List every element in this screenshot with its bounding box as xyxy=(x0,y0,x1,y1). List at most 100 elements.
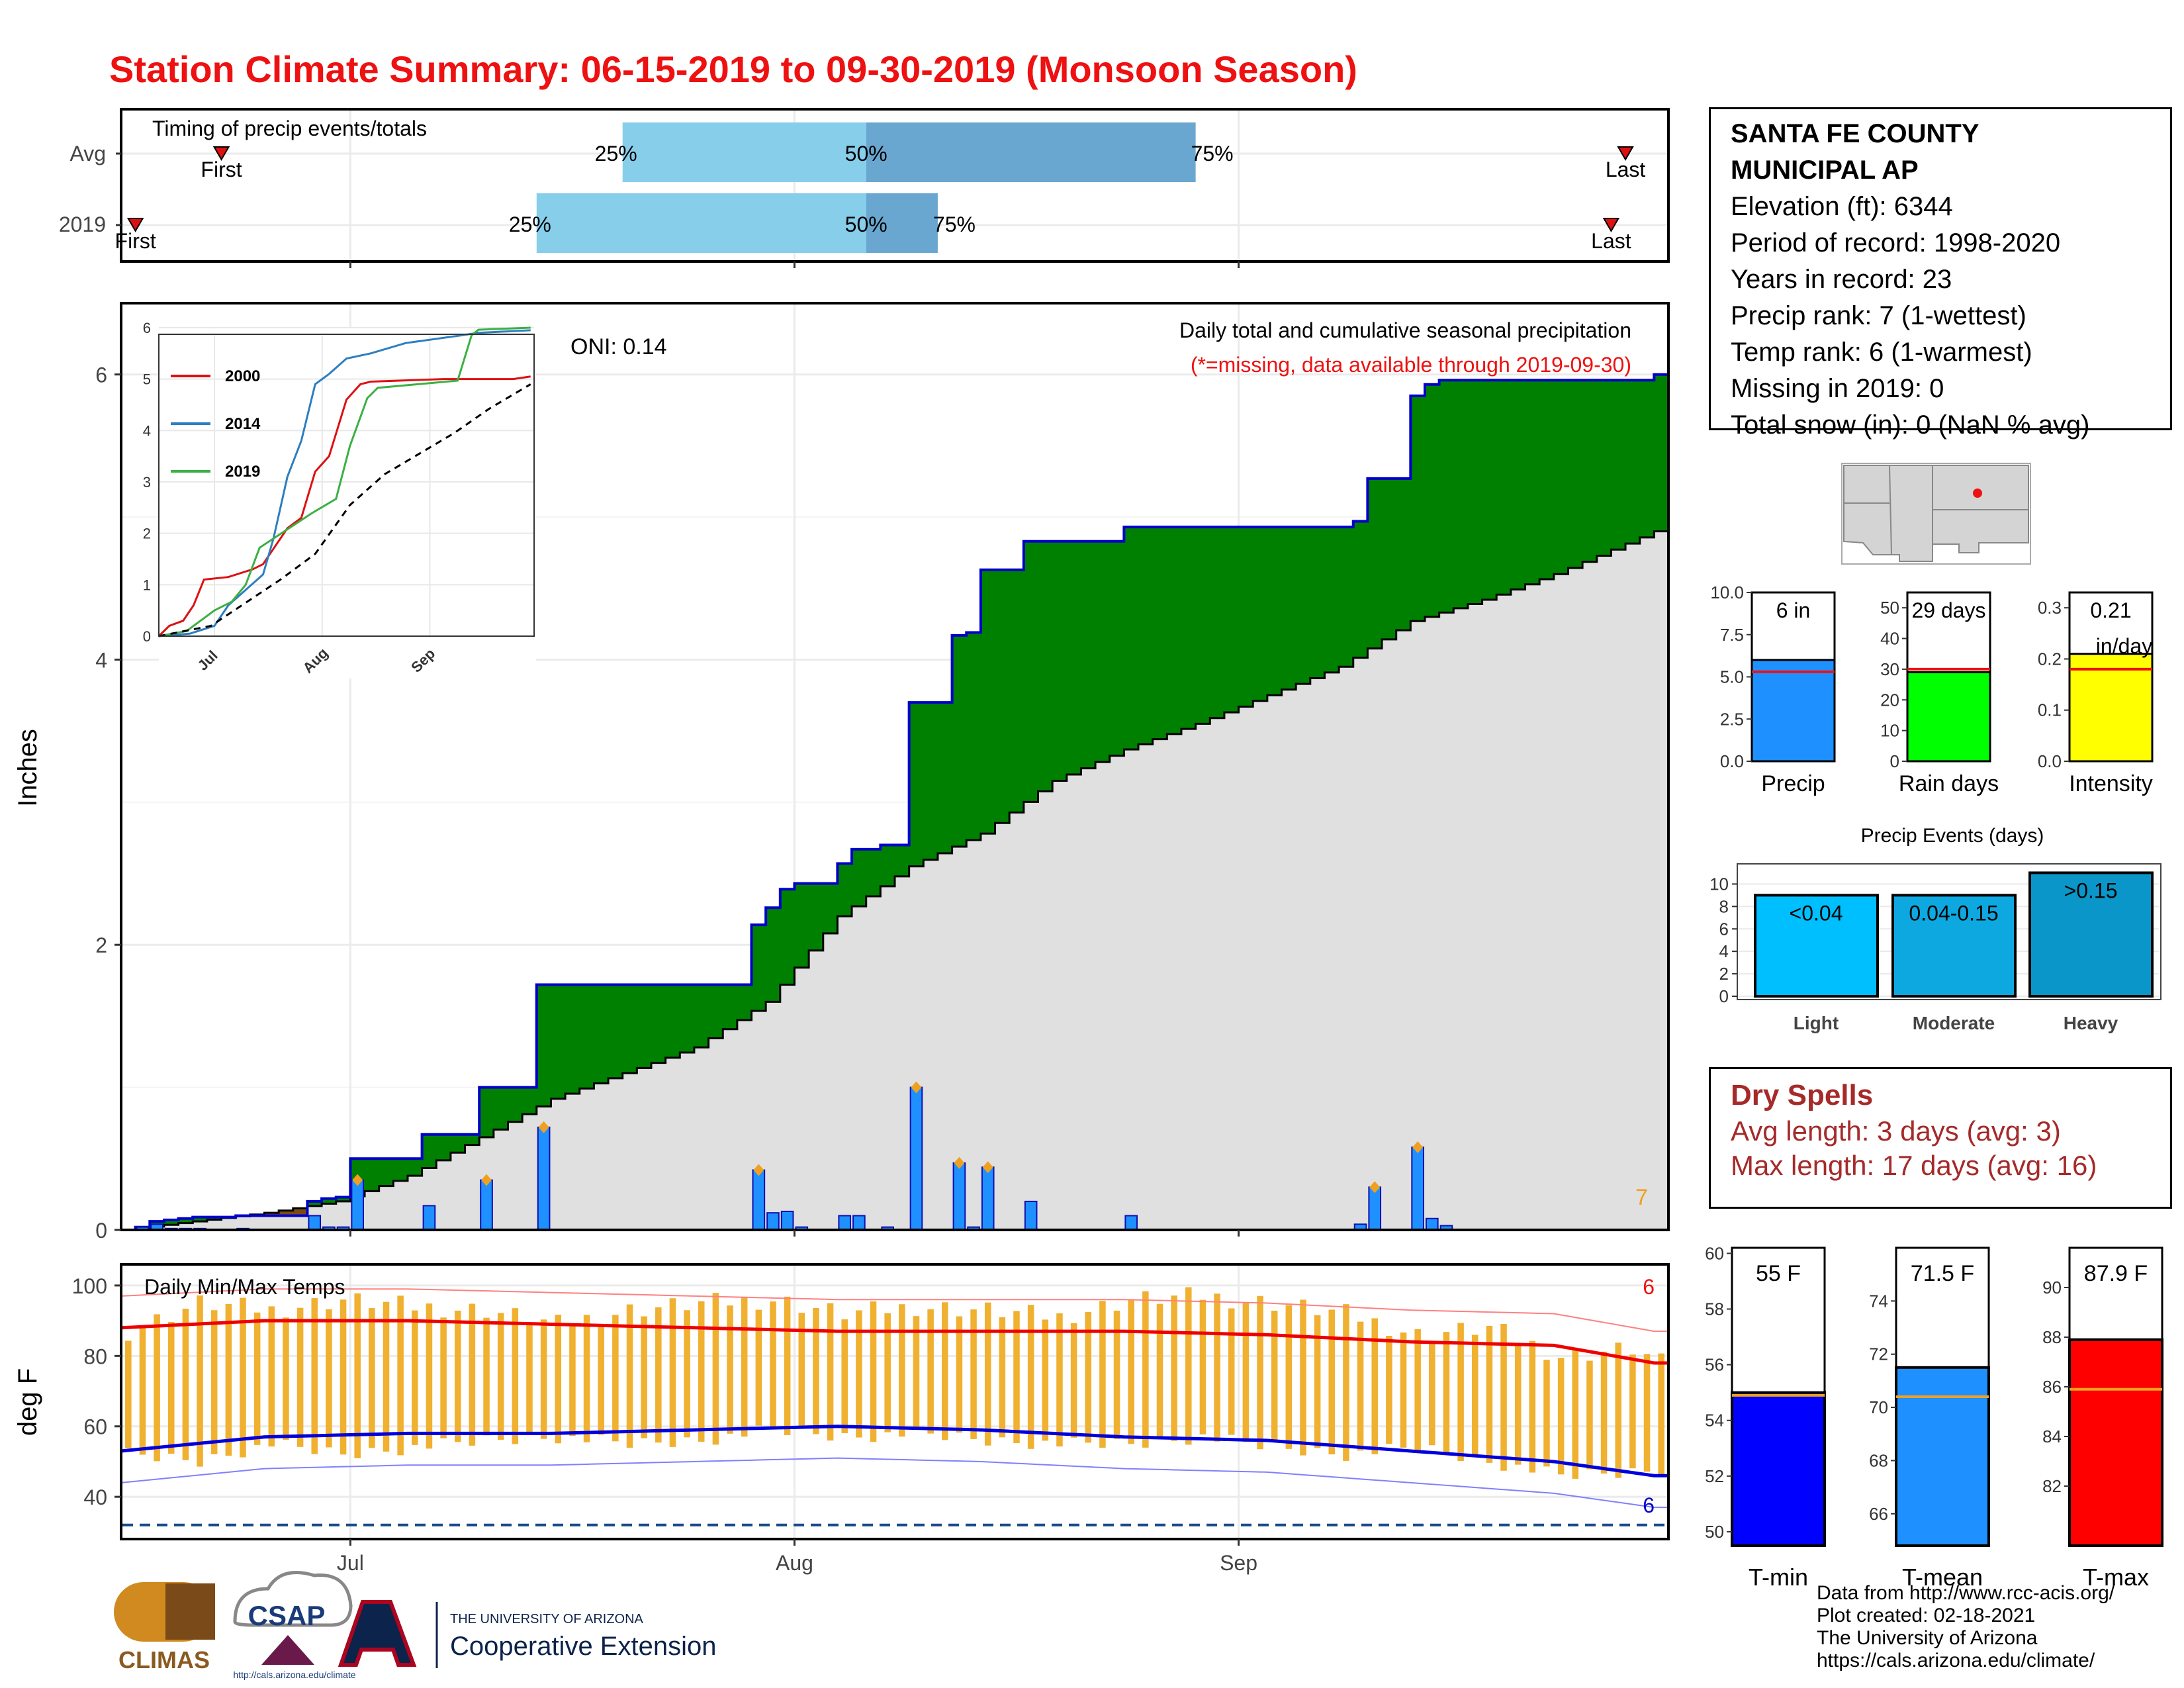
precip-areas xyxy=(121,373,1669,1231)
map-border xyxy=(1889,465,1892,555)
temp-label: Daily Min/Max Temps xyxy=(144,1275,345,1299)
mini-tick-label: 10 xyxy=(1880,721,1899,741)
page-title: Station Climate Summary: 06-15-2019 to 0… xyxy=(109,48,1357,90)
above-avg-area xyxy=(1510,380,1526,590)
inset-lines xyxy=(158,326,531,637)
events-bar-label: >0.15 xyxy=(2064,878,2118,902)
daily-temp-bar xyxy=(555,1315,562,1444)
above-avg-area xyxy=(336,1197,351,1201)
csap-cloud xyxy=(233,1571,353,1627)
above-avg-area xyxy=(1253,527,1268,701)
station-name-line2: MUNICIPAL AP xyxy=(1731,156,1919,185)
above-avg-area xyxy=(450,1134,466,1153)
oni-label: ONI: 0.14 xyxy=(570,334,667,359)
temp-summary-tick-label: 82 xyxy=(2042,1476,2062,1496)
daily-temp-bar xyxy=(1099,1301,1106,1448)
temp-summary-tick-label: 66 xyxy=(1869,1504,1888,1524)
above-avg-area xyxy=(952,635,967,847)
above-avg-area xyxy=(1281,527,1297,690)
mini-value-2: 0.21 xyxy=(2090,598,2131,622)
heavy-event-marker xyxy=(982,1161,993,1174)
logo-climas: CLIMAS xyxy=(114,1582,215,1673)
above-avg-area xyxy=(436,1134,451,1160)
daily-temp-bar xyxy=(827,1303,834,1441)
credit-line: Plot created: 02-18-2021 xyxy=(1817,1605,2036,1626)
daily-temp-bar xyxy=(454,1310,461,1442)
precip-events-chart: Precip Events (days) 02 46 810 <0.04 Light 0.… xyxy=(1709,825,2161,1033)
daily-temp-bar xyxy=(1142,1291,1149,1448)
daily-temp-bar xyxy=(655,1307,662,1443)
above-avg-area xyxy=(1009,569,1024,813)
timing-bar-25-50 xyxy=(536,193,866,253)
events-tick-label: 10 xyxy=(1709,874,1729,894)
daily-temp-bar xyxy=(1228,1308,1235,1435)
daily-precip-bar xyxy=(952,1162,966,1231)
daily-temp-bar xyxy=(927,1309,934,1434)
logo-csap: CSAP http://cals.arizona.edu/climate xyxy=(233,1571,356,1680)
state-map xyxy=(1841,463,2031,565)
daily-temp-bar xyxy=(1500,1323,1507,1471)
precip-legend-title: Daily total and cumulative seasonal prec… xyxy=(1179,318,1631,342)
temp-summary-tick-label: 60 xyxy=(1705,1243,1724,1263)
dry-spells-title: Dry Spells xyxy=(1731,1079,1874,1111)
daily-temp-bar xyxy=(813,1307,819,1434)
events-bar-heavy xyxy=(2028,871,2154,998)
daily-temp-bar xyxy=(296,1307,304,1447)
temp-summary-bar-1 xyxy=(1895,1366,1990,1547)
mini-tick-label: 40 xyxy=(1880,629,1899,649)
temp-x-tick-label: Sep xyxy=(1220,1551,1257,1575)
temp-axes: 40 60 80 100 Jul Aug Sep xyxy=(72,1274,1257,1575)
daily-temp-bar xyxy=(1257,1295,1263,1450)
above-avg-area xyxy=(909,702,924,867)
above-avg-area xyxy=(1568,380,1583,568)
above-avg-area xyxy=(1496,380,1512,595)
record-min-line xyxy=(120,1457,1668,1509)
daily-temp-bar xyxy=(684,1310,690,1438)
precip-frame xyxy=(120,302,1670,1231)
dry-spells-box: Dry Spells Avg length: 3 days (avg: 3) M… xyxy=(1709,1067,2172,1209)
daily-temp-bar xyxy=(1156,1303,1163,1438)
ua-letter-a xyxy=(338,1600,417,1667)
daily-temp-bar xyxy=(1400,1332,1407,1448)
daily-temp-bar xyxy=(1128,1299,1134,1444)
daily-temp-bar xyxy=(899,1304,905,1437)
daily-precip-bar xyxy=(422,1205,436,1231)
precip-y-tick-label: 6 xyxy=(95,363,107,387)
above-avg-area xyxy=(536,984,552,1107)
above-avg-area xyxy=(1539,380,1555,579)
daily-temp-bar xyxy=(283,1317,289,1440)
csap-text: CSAP xyxy=(248,1600,326,1631)
above-avg-area xyxy=(708,984,723,1039)
daily-temp-bar xyxy=(1085,1312,1092,1443)
daily-temp-bar xyxy=(583,1315,590,1442)
daily-temp-bar xyxy=(1285,1305,1293,1449)
daily-temp-bar xyxy=(1615,1342,1621,1478)
credit-line: https://cals.arizona.edu/climate/ xyxy=(1817,1650,2095,1671)
above-avg-area xyxy=(1596,380,1612,556)
above-avg-area xyxy=(737,984,752,1020)
station-elevation: Elevation (ft): 6344 xyxy=(1731,192,1953,221)
above-avg-area xyxy=(1181,527,1197,729)
station-info-box: SANTA FE COUNTY MUNICIPAL AP Elevation (… xyxy=(1709,107,2172,440)
daily-temp-bar xyxy=(497,1313,504,1440)
temp-background xyxy=(121,1264,1668,1539)
daily-temp-bar xyxy=(125,1340,132,1448)
mini-tick-label: 0.1 xyxy=(2038,700,2062,720)
above-avg-area xyxy=(980,569,996,834)
station-missing: Missing in 2019: 0 xyxy=(1731,374,1944,403)
daily-temp-bar xyxy=(526,1324,533,1435)
daily-temp-bar xyxy=(641,1316,647,1438)
mini-tick-label: 30 xyxy=(1880,659,1899,679)
timing-label: Timing of precip events/totals xyxy=(152,117,427,140)
temp-summary-tick-label: 56 xyxy=(1705,1355,1724,1375)
record-max-line xyxy=(120,1288,1668,1333)
first-label: First xyxy=(201,158,242,181)
temp-summary-tick-label: 68 xyxy=(1869,1450,1888,1470)
above-avg-area xyxy=(823,883,839,933)
precip-axes: 0 2 4 6 xyxy=(95,363,1240,1243)
mini-value2-2: in/day xyxy=(2096,634,2152,658)
above-avg-area xyxy=(178,1218,193,1223)
temp-summary-tick-label: 52 xyxy=(1705,1466,1724,1486)
mini-tick-label: 10.0 xyxy=(1710,583,1744,602)
temp-summary-tick-label: 90 xyxy=(2042,1278,2062,1297)
